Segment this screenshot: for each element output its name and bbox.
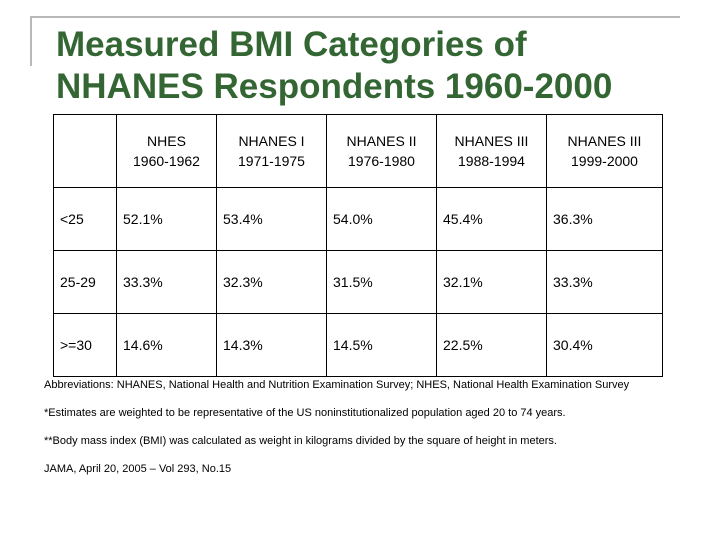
column-header-line1: NHES (147, 133, 186, 149)
column-header-nhes: NHES 1960-1962 (116, 114, 217, 188)
slide-title: Measured BMI Categories of NHANES Respon… (56, 24, 612, 108)
column-header-nhanes-ii: NHANES II 1976-1980 (326, 114, 437, 188)
table-header-corner (53, 114, 117, 188)
row-category-25-29: 25-29 (53, 250, 117, 314)
bmi-table-header: NHES 1960-1962 NHANES I 1971-1975 NHANES… (53, 114, 663, 188)
column-header-line1: NHANES III (567, 133, 642, 149)
table-cell: 45.4% (436, 187, 547, 251)
slide-frame-top-line (30, 16, 680, 18)
table-cell: 22.5% (436, 313, 547, 377)
table-cell: 32.3% (216, 250, 327, 314)
table-cell: 36.3% (546, 187, 663, 251)
table-header-row: NHES 1960-1962 NHANES I 1971-1975 NHANES… (53, 114, 663, 188)
table-cell: 33.3% (546, 250, 663, 314)
column-header-line2: 1960-1962 (133, 153, 200, 169)
footnotes: Abbreviations: NHANES, National Health a… (44, 378, 714, 490)
column-header-line1: NHANES I (238, 133, 305, 149)
table-cell: 52.1% (116, 187, 217, 251)
table-cell: 53.4% (216, 187, 327, 251)
table-row: >=30 14.6% 14.3% 14.5% 22.5% 30.4% (53, 313, 663, 377)
table-cell: 14.3% (216, 313, 327, 377)
table-cell: 54.0% (326, 187, 437, 251)
row-category-under-25: <25 (53, 187, 117, 251)
table-cell: 30.4% (546, 313, 663, 377)
column-header-line2: 1999-2000 (571, 153, 638, 169)
slide-title-line-1: Measured BMI Categories of (56, 25, 527, 64)
footnote-abbreviations: Abbreviations: NHANES, National Health a… (44, 379, 630, 391)
footnote-bmi-definition: **Body mass index (BMI) was calculated a… (44, 435, 557, 447)
table-cell: 14.6% (116, 313, 217, 377)
table-cell: 32.1% (436, 250, 547, 314)
table-row: 25-29 33.3% 32.3% 31.5% 32.1% 33.3% (53, 250, 663, 314)
slide-title-line-2: NHANES Respondents 1960-2000 (56, 67, 613, 106)
column-header-nhanes-iii-1988: NHANES III 1988-1994 (436, 114, 547, 188)
column-header-line2: 1971-1975 (238, 153, 305, 169)
bmi-table-body: <25 52.1% 53.4% 54.0% 45.4% 36.3% 25-29 … (53, 187, 663, 377)
column-header-line2: 1976-1980 (348, 153, 415, 169)
source-citation: JAMA, April 20, 2005 – Vol 293, No.15 (44, 463, 232, 475)
footnote-estimates: *Estimates are weighted to be representa… (44, 407, 566, 419)
bmi-table: NHES 1960-1962 NHANES I 1971-1975 NHANES… (53, 114, 663, 377)
row-category-30-plus: >=30 (53, 313, 117, 377)
column-header-nhanes-i: NHANES I 1971-1975 (216, 114, 327, 188)
column-header-nhanes-iii-1999: NHANES III 1999-2000 (546, 114, 663, 188)
table-cell: 33.3% (116, 250, 217, 314)
slide-frame-left-line (30, 16, 32, 66)
column-header-line1: NHANES III (454, 133, 529, 149)
column-header-line2: 1988-1994 (458, 153, 525, 169)
column-header-line1: NHANES II (346, 133, 417, 149)
table-cell: 31.5% (326, 250, 437, 314)
table-cell: 14.5% (326, 313, 437, 377)
table-row: <25 52.1% 53.4% 54.0% 45.4% 36.3% (53, 187, 663, 251)
